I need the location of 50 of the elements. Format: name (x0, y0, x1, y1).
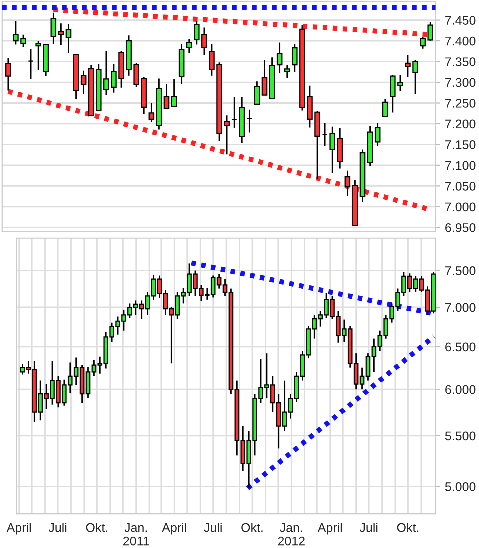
candlestick (284, 64, 290, 79)
y-tick-label: 6.500 (446, 342, 476, 352)
x-tick-label: Jan. 2012 (278, 524, 305, 546)
candlestick (322, 122, 328, 148)
candlestick (6, 58, 12, 92)
y-tick-label: 7.000 (446, 303, 476, 312)
y-tick-label: 7.000 (446, 202, 476, 212)
candlestick (80, 70, 87, 95)
y-tick-label: 7.500 (446, 266, 476, 276)
y-tick-label: 7.450 (446, 16, 476, 25)
candlestick (374, 122, 381, 148)
candlestick (232, 96, 238, 130)
x-tick-label: Jan. 2011 (124, 524, 150, 546)
x-tick-label: Okt. (397, 523, 419, 532)
candlestick (148, 102, 155, 124)
x-tick-label: April (162, 523, 186, 535)
candlestick (171, 78, 178, 108)
x-tick-label: Okt. (242, 523, 263, 532)
y-tick-label: 7.250 (446, 99, 476, 108)
y-tick-label: 5.000 (445, 482, 476, 492)
candlestick (58, 22, 64, 46)
y-tick-label: 7.400 (446, 36, 476, 46)
x-tick-label: Juli (204, 523, 222, 532)
y-tick-label: 7.050 (446, 182, 476, 191)
candlestick (276, 42, 283, 74)
candlestick (28, 48, 34, 80)
candlestick (337, 127, 344, 170)
y-tick-label: 7.300 (446, 78, 476, 88)
x-tick-label: Okt. (86, 523, 108, 532)
y-tick-label: 5.500 (445, 432, 476, 441)
y-tick-label: 7.150 (446, 140, 476, 150)
candlestick (382, 98, 388, 118)
x-tick-label: Juli (360, 523, 378, 532)
y-tick-label: 7.100 (446, 161, 476, 170)
candlestick (186, 38, 192, 54)
y-tick-label: 6.000 (446, 385, 476, 394)
candlestick (66, 24, 72, 54)
candlestick (254, 80, 260, 106)
candlestick (262, 60, 268, 96)
y-tick-label: 6.950 (446, 223, 476, 232)
candlestick (246, 109, 253, 134)
candlestick (50, 12, 57, 46)
y-tick-label: 7.200 (446, 120, 476, 129)
y-tick-label: 7.350 (446, 58, 476, 66)
candlestick (330, 126, 336, 174)
x-tick-label: April (318, 523, 342, 535)
x-tick-label: April (6, 523, 31, 535)
candlestick (344, 170, 351, 197)
x-tick-label: Juli (48, 523, 67, 532)
candlestick (164, 83, 170, 110)
